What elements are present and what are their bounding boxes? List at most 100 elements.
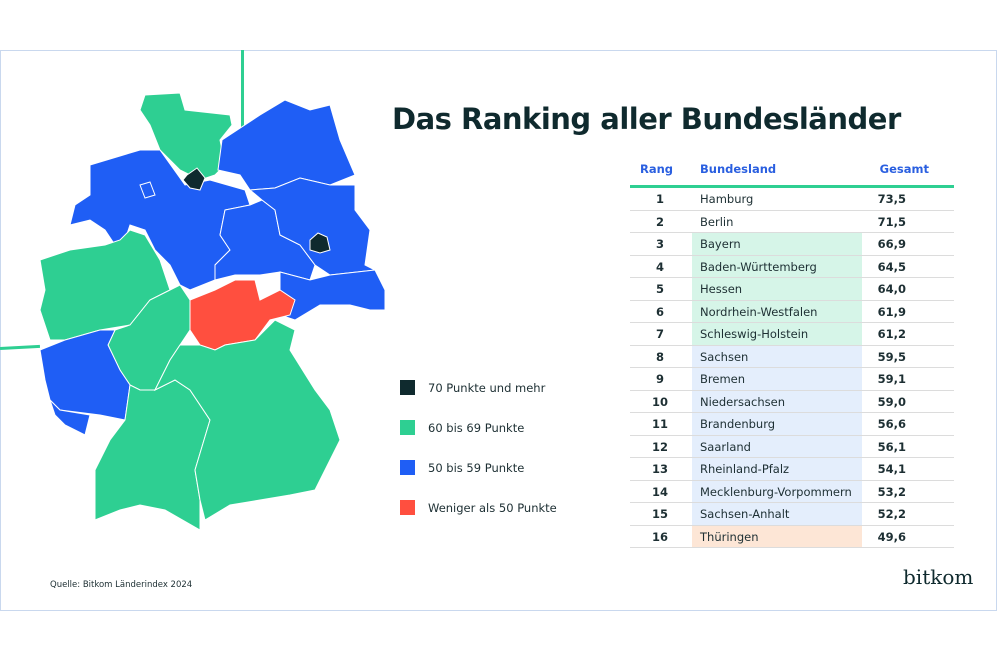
table-row: 2 Berlin 71,5 (630, 211, 954, 233)
table-row: 9 Bremen 59,1 (630, 368, 954, 391)
table-row: 6 Nordrhein-Westfalen 61,9 (630, 300, 954, 323)
table-row: 10 Niedersachsen 59,0 (630, 390, 954, 413)
map-state-mecklenburg-vorpommern (217, 99, 356, 191)
total-cell: 73,5 (877, 192, 906, 206)
header-divider (630, 185, 954, 188)
rank-cell: 6 (655, 304, 664, 319)
total-cell: 64,5 (877, 259, 906, 274)
map-state-hamburg (182, 167, 206, 191)
row-highlight (692, 233, 862, 255)
table-row: 14 Mecklenburg-Vorpommern 53,2 (630, 480, 954, 503)
header-state: Bundesland (700, 162, 777, 176)
row-highlight (692, 503, 862, 525)
row-highlight (692, 368, 862, 390)
map-state-bremen (139, 181, 156, 199)
state-cell: Mecklenburg-Vorpommern (700, 484, 852, 499)
state-cell: Rheinland-Pfalz (700, 462, 790, 476)
total-cell: 59,1 (877, 372, 906, 386)
table-row: 4 Baden-Württemberg 64,5 (630, 255, 954, 278)
rank-cell: 5 (655, 282, 664, 296)
table-row: 12 Saarland 56,1 (630, 435, 954, 458)
rank-cell: 8 (655, 349, 664, 364)
total-cell: 52,2 (877, 507, 906, 521)
state-cell: Thüringen (700, 529, 759, 544)
legend-label: 70 Punkte und mehr (428, 380, 546, 395)
rank-cell: 15 (651, 507, 668, 521)
rank-cell: 4 (655, 259, 664, 274)
row-highlight (692, 525, 862, 547)
row-highlight (692, 413, 862, 435)
table-row: 3 Bayern 66,9 (630, 233, 954, 256)
row-highlight (692, 345, 862, 367)
map-state-sachsen (279, 269, 386, 321)
total-cell: 49,6 (877, 529, 906, 544)
total-cell: 53,2 (877, 484, 906, 499)
map-state-niedersachsen (69, 149, 251, 291)
row-highlight (692, 278, 862, 300)
legend-swatch (400, 460, 415, 475)
table-row: 5 Hessen 64,0 (630, 278, 954, 301)
state-cell: Hessen (700, 282, 743, 296)
state-cell: Bremen (700, 372, 746, 386)
state-cell: Baden-Württemberg (700, 259, 817, 274)
map-state-berlin (309, 232, 331, 254)
map-state-thueringen (189, 279, 296, 351)
row-highlight (692, 323, 862, 345)
state-cell: Nordrhein-Westfalen (700, 304, 818, 319)
total-cell: 64,0 (877, 282, 906, 296)
rank-cell: 9 (655, 372, 664, 386)
legend-item: 60 bis 69 Punkte (400, 420, 524, 435)
total-cell: 59,0 (877, 394, 906, 409)
total-cell: 61,9 (877, 304, 906, 319)
state-cell: Brandenburg (700, 417, 776, 431)
bitkom-logo: bitkom (903, 565, 974, 589)
decorative-line-vertical (241, 50, 244, 146)
map-state-brandenburg (248, 177, 377, 276)
map-state-bayern (153, 319, 341, 521)
state-cell: Berlin (700, 214, 734, 229)
header-rank: Rang (640, 162, 674, 176)
rank-cell: 11 (651, 417, 668, 431)
rank-cell: 16 (651, 529, 668, 544)
page-title: Das Ranking aller Bundesländer (392, 102, 901, 136)
rank-cell: 10 (651, 394, 668, 409)
legend-label: Weniger als 50 Punkte (428, 500, 557, 515)
state-cell: Niedersachsen (700, 394, 785, 409)
rank-cell: 13 (651, 462, 668, 476)
legend-swatch (400, 420, 415, 435)
state-cell: Hamburg (700, 192, 754, 206)
table-row: 13 Rheinland-Pfalz 54,1 (630, 458, 954, 481)
table-row: 1 Hamburg 73,5 (630, 188, 954, 211)
state-cell: Schleswig-Holstein (700, 327, 809, 341)
total-cell: 66,9 (877, 237, 906, 251)
legend-swatch (400, 380, 415, 395)
row-highlight (692, 435, 862, 457)
legend-item: Weniger als 50 Punkte (400, 500, 557, 515)
rank-cell: 12 (651, 439, 668, 454)
state-cell: Saarland (700, 439, 751, 454)
rank-cell: 1 (655, 192, 664, 206)
table-row: 15 Sachsen-Anhalt 52,2 (630, 503, 954, 526)
row-highlight (692, 300, 862, 322)
legend-item: 70 Punkte und mehr (400, 380, 545, 395)
total-cell: 56,1 (877, 439, 906, 454)
legend-label: 50 bis 59 Punkte (428, 460, 525, 475)
infographic-card (0, 50, 997, 611)
legend-item: 50 bis 59 Punkte (400, 460, 524, 475)
total-cell: 59,5 (877, 349, 906, 364)
header-total: Gesamt (879, 162, 929, 176)
table-row: 11 Brandenburg 56,6 (630, 413, 954, 436)
total-cell: 61,2 (877, 327, 906, 341)
state-cell: Bayern (700, 237, 741, 251)
table-row: 16 Thüringen 49,6 (630, 525, 954, 548)
rank-cell: 2 (655, 214, 664, 229)
row-highlight (692, 458, 862, 480)
rank-cell: 3 (655, 237, 664, 251)
rank-cell: 7 (655, 327, 664, 341)
rank-cell: 14 (651, 484, 668, 499)
state-cell: Sachsen-Anhalt (700, 507, 790, 521)
total-cell: 56,6 (877, 417, 906, 431)
source-note: Quelle: Bitkom Länderindex 2024 (50, 580, 193, 590)
total-cell: 54,1 (877, 462, 906, 476)
